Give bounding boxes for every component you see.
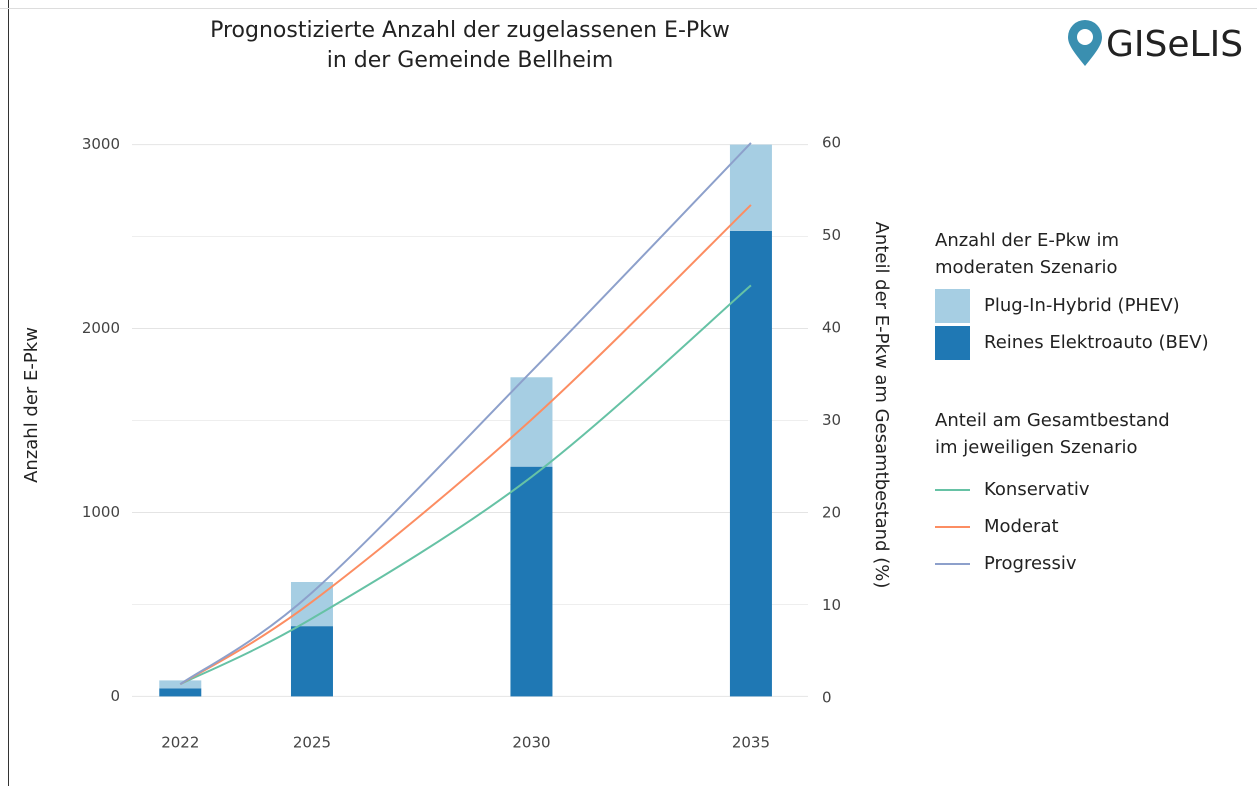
bar [159,688,202,697]
x-tick-label: 2025 [293,734,331,752]
y2-tick-label: 60 [822,133,841,151]
legend-label: Progressiv [984,553,1077,574]
y2-tick-label: 20 [822,504,841,522]
x-tick-label: 2030 [512,734,550,752]
y-axis-title: Anzahl der E-Pkw [21,327,42,483]
bar [510,377,553,467]
y2-tick-label: 0 [822,689,832,707]
legend-label: Moderat [984,516,1059,537]
y-tick-label: 2000 [82,319,120,337]
logo-text: GISeLIS [1106,24,1243,65]
y2-axis-title: Anteil der E-Pkw am Gesamtbestand (%) [871,222,892,589]
y2-tick-label: 40 [822,318,841,336]
line [179,284,752,686]
line [179,142,752,686]
y2-tick-label: 10 [822,596,841,614]
x-tick-label: 2022 [161,734,199,752]
bar [290,626,333,697]
y2-tick-label: 30 [822,411,841,429]
chart-title: Prognostizierte Anzahl der zugelassenen … [210,18,730,43]
legend-title: moderaten Szenario [935,257,1118,278]
legend-label: Konservativ [984,479,1090,500]
bar [729,230,772,697]
bar [510,466,553,697]
x-tick-label: 2035 [732,734,770,752]
line [179,204,752,686]
legend-label: Plug-In-Hybrid (PHEV) [984,295,1180,316]
logo-pin-hole [1077,29,1093,45]
y-tick-label: 3000 [82,135,120,153]
y-tick-label: 0 [110,687,120,705]
y2-tick-label: 50 [822,226,841,244]
legend-label: Reines Elektroauto (BEV) [984,332,1209,353]
legend-title: Anteil am Gesamtbestand [935,410,1170,431]
legend-swatch [935,326,970,360]
legend-title: im jeweiligen Szenario [935,437,1138,458]
bar [159,680,202,689]
chart-title: in der Gemeinde Bellheim [327,48,614,73]
logo: GISeLIS [1068,20,1243,66]
legend-title: Anzahl der E-Pkw im [935,230,1119,251]
legend-swatch [935,289,970,323]
y-tick-label: 1000 [82,503,120,521]
